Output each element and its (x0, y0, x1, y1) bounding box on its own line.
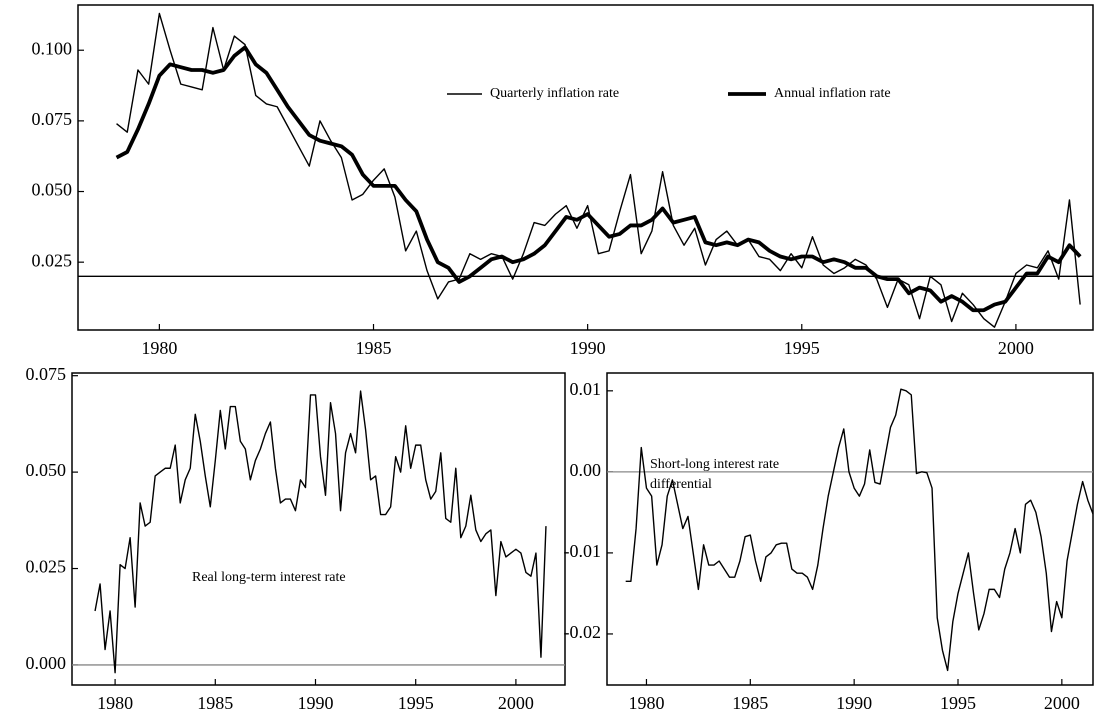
x-tick-label: 1995 (784, 338, 820, 358)
x-tick-label: 1980 (628, 693, 664, 713)
x-tick-label: 1985 (732, 693, 768, 713)
x-tick-label: 1995 (398, 693, 434, 713)
legend-label: Annual inflation rate (774, 86, 891, 101)
y-tick-label: 0.00 (570, 460, 602, 480)
x-tick-label: 1980 (141, 338, 177, 358)
y-tick-label: 0.075 (26, 364, 67, 384)
data-line (625, 388, 1094, 672)
annotation: Short-long interest rate (650, 457, 779, 472)
y-tick-label: -0.01 (564, 541, 602, 561)
x-tick-label: 1985 (356, 338, 392, 358)
y-tick-label: 0.000 (26, 653, 67, 673)
data-line (116, 12, 1081, 328)
y-tick-label: 0.100 (32, 38, 73, 58)
annotation: differential (650, 477, 712, 492)
x-tick-label: 1995 (940, 693, 976, 713)
x-tick-label: 2000 (498, 693, 534, 713)
y-tick-label: 0.01 (570, 379, 602, 399)
x-tick-label: 1980 (97, 693, 133, 713)
y-tick-label: 0.075 (32, 109, 73, 129)
x-tick-label: 1990 (570, 338, 606, 358)
plot-frame (606, 372, 1094, 686)
x-tick-label: 1985 (197, 693, 233, 713)
x-tick-label: 2000 (1044, 693, 1080, 713)
annotation: Real long-term interest rate (192, 570, 346, 585)
y-tick-label: 0.025 (26, 557, 67, 577)
y-tick-label: -0.02 (564, 622, 602, 642)
x-tick-label: 1990 (836, 693, 872, 713)
x-tick-label: 1990 (297, 693, 333, 713)
plot-frame (77, 4, 1094, 331)
x-tick-label: 2000 (998, 338, 1034, 358)
plot-frame (71, 372, 566, 686)
y-tick-label: 0.025 (32, 250, 73, 270)
y-tick-label: 0.050 (32, 180, 73, 200)
legend-label: Quarterly inflation rate (490, 86, 619, 101)
data-line (115, 45, 1082, 313)
data-line (94, 390, 547, 674)
y-tick-label: 0.050 (26, 460, 67, 480)
